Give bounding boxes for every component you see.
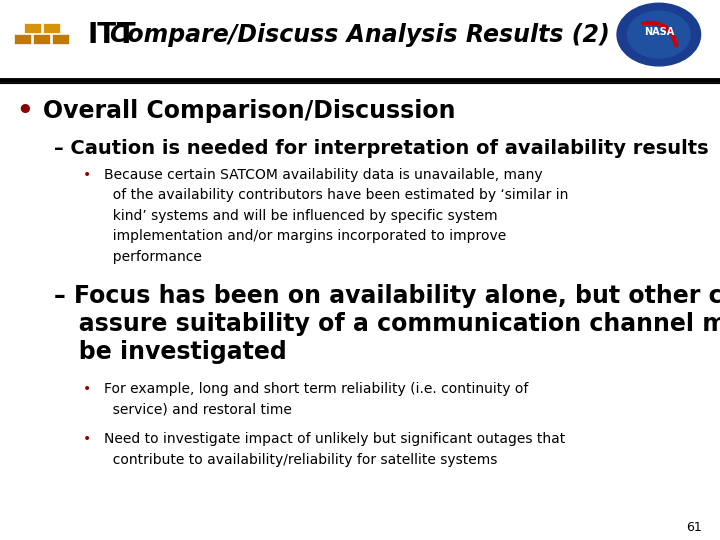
Text: ITT: ITT: [87, 21, 136, 49]
Text: 61: 61: [686, 521, 702, 534]
FancyBboxPatch shape: [0, 0, 720, 80]
Text: •: •: [83, 168, 91, 182]
Text: Compare/Discuss Analysis Results (2): Compare/Discuss Analysis Results (2): [110, 23, 610, 46]
Bar: [52, 33, 69, 44]
Bar: [24, 23, 41, 33]
Text: performance: performance: [104, 250, 202, 264]
Bar: [14, 33, 32, 44]
Bar: [52, 33, 69, 44]
Text: contribute to availability/reliability for satellite systems: contribute to availability/reliability f…: [104, 453, 498, 467]
Text: – Focus has been on availability alone, but other criteria to: – Focus has been on availability alone, …: [54, 284, 720, 308]
Circle shape: [628, 11, 690, 58]
Text: service) and restoral time: service) and restoral time: [104, 402, 292, 416]
Text: •: •: [16, 99, 32, 125]
Text: Because certain SATCOM availability data is unavailable, many: Because certain SATCOM availability data…: [104, 168, 543, 182]
Text: be investigated: be investigated: [54, 340, 287, 364]
Text: – Caution is needed for interpretation of availability results: – Caution is needed for interpretation o…: [54, 139, 708, 158]
Text: •: •: [83, 382, 91, 396]
Bar: [42, 23, 60, 33]
Text: NASA: NASA: [644, 27, 674, 37]
Bar: [33, 33, 50, 44]
Text: assure suitability of a communication channel must also: assure suitability of a communication ch…: [54, 312, 720, 336]
Text: implementation and/or margins incorporated to improve: implementation and/or margins incorporat…: [104, 230, 507, 244]
Circle shape: [617, 3, 701, 66]
Text: of the availability contributors have been estimated by ‘similar in: of the availability contributors have be…: [104, 188, 569, 202]
Text: Overall Comparison/Discussion: Overall Comparison/Discussion: [43, 99, 456, 123]
Text: •: •: [83, 433, 91, 447]
Text: For example, long and short term reliability (i.e. continuity of: For example, long and short term reliabi…: [104, 382, 528, 396]
Bar: [14, 33, 32, 44]
Text: Need to investigate impact of unlikely but significant outages that: Need to investigate impact of unlikely b…: [104, 433, 566, 447]
FancyArrowPatch shape: [644, 23, 676, 45]
Bar: [33, 33, 50, 44]
Text: kind’ systems and will be influenced by specific system: kind’ systems and will be influenced by …: [104, 209, 498, 223]
